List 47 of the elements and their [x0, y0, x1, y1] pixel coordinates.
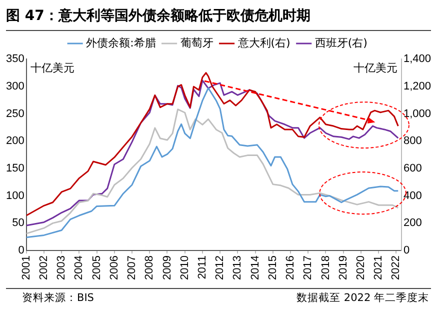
x-tick-label: 2020 [355, 256, 367, 280]
y2-tick-label: 400 [403, 190, 422, 202]
x-tick-label: 2009 [161, 256, 174, 280]
legend-label: 葡萄牙 [180, 36, 214, 50]
y2-axis-title: 十亿美元 [353, 61, 398, 74]
x-tick-label: 2013 [232, 256, 244, 280]
x-tick-label: 2015 [266, 256, 279, 280]
y2-tick-label: 1,400 [403, 53, 432, 66]
x-tick-label: 2006 [108, 256, 120, 280]
y2-tick-label: 800 [403, 135, 422, 148]
y-tick-label: 0 [18, 244, 24, 257]
x-tick-label: 2003 [56, 256, 68, 280]
legend-label: 外债余额:希腊 [86, 36, 156, 50]
x-tick-label: 2004 [73, 256, 86, 280]
x-tick-label: 2018 [320, 256, 332, 280]
y-tick-label: 300 [6, 80, 24, 92]
x-tick-label: 2001 [20, 256, 32, 280]
x-tick-label: 2008 [144, 256, 156, 280]
x-tick-label: 2011 [196, 256, 208, 280]
x-tick-label: 2017 [302, 256, 314, 280]
x-tick-label: 2007 [126, 256, 138, 280]
text: 数据截至 2022 年二季度末 [296, 291, 429, 305]
legend-label: 意大利(右) [236, 36, 290, 50]
x-tick-label: 2002 [38, 256, 50, 280]
y-axis-title: 十亿美元 [30, 61, 74, 74]
text: 资料来源：BIS [22, 291, 94, 305]
x-tick-label: 2010 [178, 256, 191, 280]
y-tick-label: 200 [6, 135, 24, 148]
y2-tick-label: 200 [403, 217, 422, 230]
chart-title: 图 47：意大利等国外债余额略低于欧债危机时期 [6, 7, 310, 25]
x-tick-label: 2016 [284, 256, 297, 280]
y-tick-label: 350 [6, 53, 24, 66]
x-tick-label: 2012 [214, 256, 226, 280]
y2-tick-label: 1,200 [403, 80, 432, 92]
x-tick-label: 2005 [90, 256, 103, 280]
x-tick-label: 2022 [390, 256, 402, 280]
y-tick-label: 50 [12, 217, 24, 230]
y-tick-label: 100 [6, 190, 24, 202]
y2-tick-label: 600 [403, 162, 422, 174]
x-tick-label: 2021 [372, 256, 385, 280]
y-tick-label: 250 [6, 108, 24, 120]
y2-tick-label: 1,000 [403, 108, 432, 120]
y-tick-label: 150 [6, 162, 24, 174]
y2-tick-label: 0 [403, 244, 410, 257]
x-tick-label: 2019 [337, 256, 350, 280]
legend-label: 西班牙(右) [314, 36, 368, 50]
x-tick-label: 2014 [249, 256, 262, 280]
